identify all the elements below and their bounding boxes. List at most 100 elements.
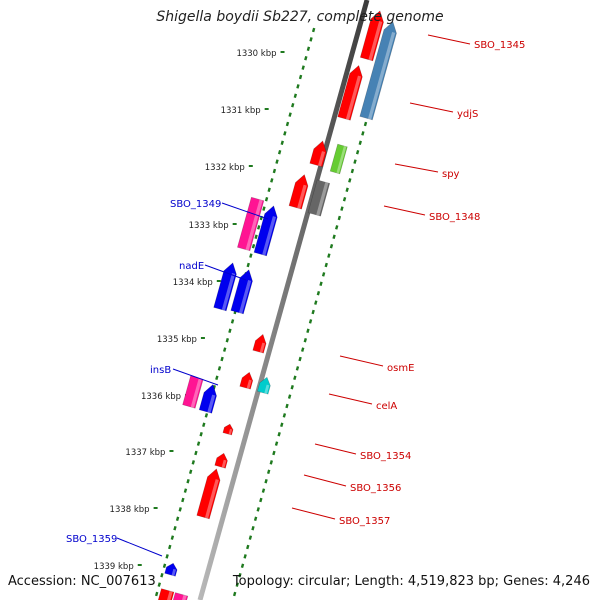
gene-sbo-1359 <box>164 562 178 577</box>
track-dot <box>186 478 190 484</box>
gene-label-reverse: osmE <box>387 363 414 374</box>
track-dot <box>296 84 300 89</box>
track-dot <box>287 394 292 399</box>
gene-cela-shine <box>246 379 252 389</box>
track-dot <box>230 319 235 324</box>
gene-ydjs-shine <box>345 75 362 120</box>
gene-spy <box>309 140 327 168</box>
gene-insb-partner-shine <box>207 394 216 413</box>
gene-nade-2 <box>230 269 253 315</box>
track-dot <box>235 582 239 587</box>
track-dot <box>301 65 305 70</box>
callout-line <box>409 102 454 113</box>
gene-ydjs <box>337 64 363 121</box>
track-dot <box>298 356 302 362</box>
track-dot <box>238 572 242 578</box>
track-dot <box>295 366 300 371</box>
track-dot <box>314 300 318 305</box>
track-dot <box>240 563 245 569</box>
gene-sbo-1354-shine <box>228 428 233 435</box>
track-dot <box>173 525 177 531</box>
track-dot <box>261 488 266 493</box>
gene-sbo-1349-shine <box>245 199 263 251</box>
track-dot <box>246 544 250 550</box>
track-dot <box>293 93 298 99</box>
gene-label-forward: SBO_1349 <box>170 199 221 210</box>
track-dot <box>272 168 277 174</box>
track-dot <box>335 225 339 230</box>
track-dot <box>290 384 294 390</box>
track-dot <box>355 149 360 155</box>
track-dot <box>304 55 308 61</box>
track-dot <box>194 450 198 456</box>
track-dot <box>175 516 180 522</box>
track-dot <box>327 253 331 258</box>
track-dot <box>183 488 188 493</box>
track-dot <box>232 591 237 597</box>
track-dot <box>215 375 219 381</box>
gene-insb-shine <box>190 378 202 408</box>
track-dot <box>246 262 250 268</box>
gene-label-reverse: SBO_1357 <box>339 516 390 527</box>
track-dot <box>243 554 247 559</box>
ruler-label: 1335 kbp <box>157 335 197 345</box>
track-dot <box>340 206 344 211</box>
track-dot <box>225 337 230 343</box>
track-dot <box>361 131 365 136</box>
track-dot <box>348 178 352 183</box>
track-dot <box>251 243 256 249</box>
gene-sbo-1349 <box>237 196 265 252</box>
gene-label-reverse: celA <box>376 401 397 412</box>
track-dot <box>342 196 347 202</box>
track-dot <box>162 563 167 569</box>
gene-label-reverse: spy <box>442 169 460 180</box>
track-dot <box>191 460 195 465</box>
track-dot <box>220 356 224 362</box>
track-dot <box>249 253 253 258</box>
track-dot <box>264 478 268 484</box>
ruler-label: 1337 kbp <box>125 448 165 458</box>
track-dot <box>259 497 263 503</box>
gene-sbo-1359-shine <box>171 568 177 576</box>
gene-sbo-1349-partner <box>253 205 278 257</box>
track-dot <box>353 159 357 164</box>
gene-sbo-1354 <box>222 423 234 436</box>
track-dot <box>350 168 355 174</box>
track-dot <box>217 366 222 371</box>
callout-line <box>394 163 439 173</box>
track-dot <box>223 347 227 352</box>
track-dot <box>196 441 201 446</box>
track-dot <box>283 131 287 136</box>
gene-sbo-1348 <box>288 174 309 210</box>
track-dot <box>254 234 258 240</box>
callout-line <box>328 393 373 405</box>
callout-line <box>339 355 384 367</box>
gene-label-reverse: SBO_1354 <box>360 451 411 462</box>
track-dot <box>165 554 169 559</box>
gene-insb-partner <box>198 383 217 414</box>
track-dot <box>319 281 323 287</box>
track-dot <box>270 178 274 183</box>
gene-spy-homolog-shine <box>336 145 347 174</box>
track-dot <box>269 460 273 465</box>
track-dot <box>178 507 182 512</box>
track-dot <box>157 582 161 587</box>
gene-spy-homolog <box>329 143 348 175</box>
callout-line <box>291 507 336 520</box>
track-dot <box>202 422 206 428</box>
track-dot <box>272 450 276 456</box>
track-dot <box>274 441 279 446</box>
callout-line <box>427 34 471 45</box>
track-dot <box>308 319 313 324</box>
track-dot <box>291 102 295 108</box>
ruler-label: 1334 kbp <box>173 278 213 288</box>
callout-line <box>116 537 163 557</box>
gene-nade-2-shine <box>238 279 252 314</box>
track-dot <box>306 328 310 334</box>
ruler-label: 1330 kbp <box>236 49 276 59</box>
track-dot <box>285 403 289 409</box>
ruler-label: 1331 kbp <box>221 106 261 116</box>
track-dot <box>293 375 297 381</box>
track-dot <box>298 74 303 80</box>
